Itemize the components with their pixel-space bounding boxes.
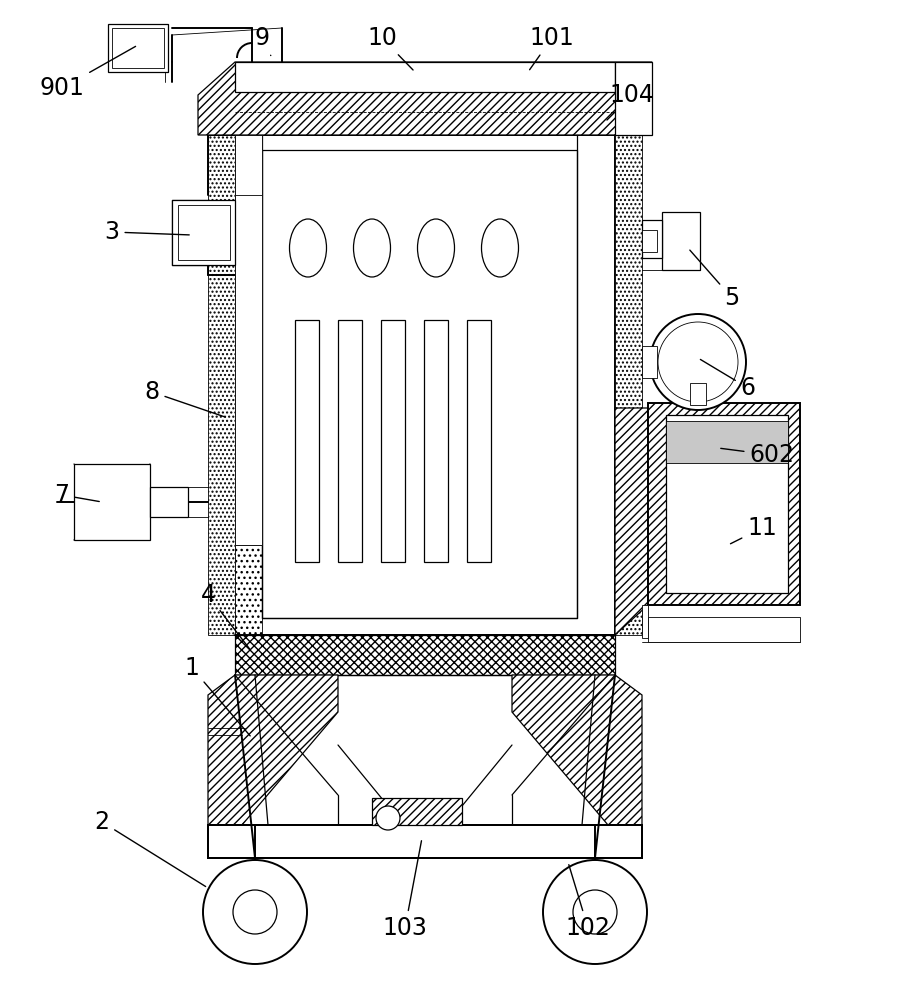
Text: 7: 7 <box>54 483 99 507</box>
Bar <box>235 135 262 635</box>
Bar <box>615 135 642 635</box>
Text: 102: 102 <box>565 865 610 940</box>
Bar <box>208 825 642 858</box>
Text: 8: 8 <box>144 380 225 417</box>
Text: 103: 103 <box>382 841 427 940</box>
Text: 104: 104 <box>607 83 654 120</box>
Polygon shape <box>235 135 262 545</box>
Bar <box>642 346 657 378</box>
Ellipse shape <box>354 219 391 277</box>
Ellipse shape <box>482 219 518 277</box>
Bar <box>108 24 168 72</box>
Bar <box>467 320 491 562</box>
Polygon shape <box>198 62 652 135</box>
Bar <box>690 383 706 405</box>
Bar <box>235 195 262 545</box>
Text: 1: 1 <box>185 656 250 736</box>
Bar <box>642 230 657 252</box>
Bar <box>178 205 230 260</box>
Bar <box>74 464 150 540</box>
Bar <box>112 28 164 68</box>
Circle shape <box>543 860 647 964</box>
Bar <box>235 635 615 675</box>
Bar <box>642 605 648 638</box>
Circle shape <box>203 860 307 964</box>
Bar <box>642 220 662 258</box>
Text: 6: 6 <box>700 359 755 400</box>
Text: 5: 5 <box>690 250 740 310</box>
Circle shape <box>650 314 746 410</box>
Bar <box>381 320 405 562</box>
Bar <box>662 212 700 270</box>
Circle shape <box>573 890 617 934</box>
Bar <box>666 421 788 463</box>
Text: 901: 901 <box>40 46 136 100</box>
Polygon shape <box>372 798 462 825</box>
Circle shape <box>233 890 277 934</box>
Text: 101: 101 <box>529 26 574 70</box>
Bar <box>172 200 235 265</box>
Bar <box>295 320 319 562</box>
Polygon shape <box>208 675 338 825</box>
Ellipse shape <box>289 219 326 277</box>
Circle shape <box>658 322 738 402</box>
Bar <box>648 617 800 642</box>
Text: 11: 11 <box>731 516 777 544</box>
Text: 602: 602 <box>720 443 795 467</box>
Bar <box>648 403 800 605</box>
Bar <box>338 320 362 562</box>
Text: 3: 3 <box>105 220 189 244</box>
Bar <box>666 415 788 593</box>
Circle shape <box>376 806 400 830</box>
Bar <box>208 135 235 635</box>
Bar <box>150 487 188 517</box>
Text: 2: 2 <box>95 810 206 887</box>
Bar <box>424 320 448 562</box>
Polygon shape <box>512 675 642 825</box>
Bar <box>235 62 615 92</box>
Polygon shape <box>615 408 648 635</box>
Text: 9: 9 <box>255 26 271 56</box>
Bar <box>615 62 652 135</box>
Text: 10: 10 <box>367 26 413 70</box>
Text: 4: 4 <box>200 583 250 650</box>
Bar <box>262 150 577 618</box>
Ellipse shape <box>417 219 455 277</box>
Bar <box>235 135 615 635</box>
